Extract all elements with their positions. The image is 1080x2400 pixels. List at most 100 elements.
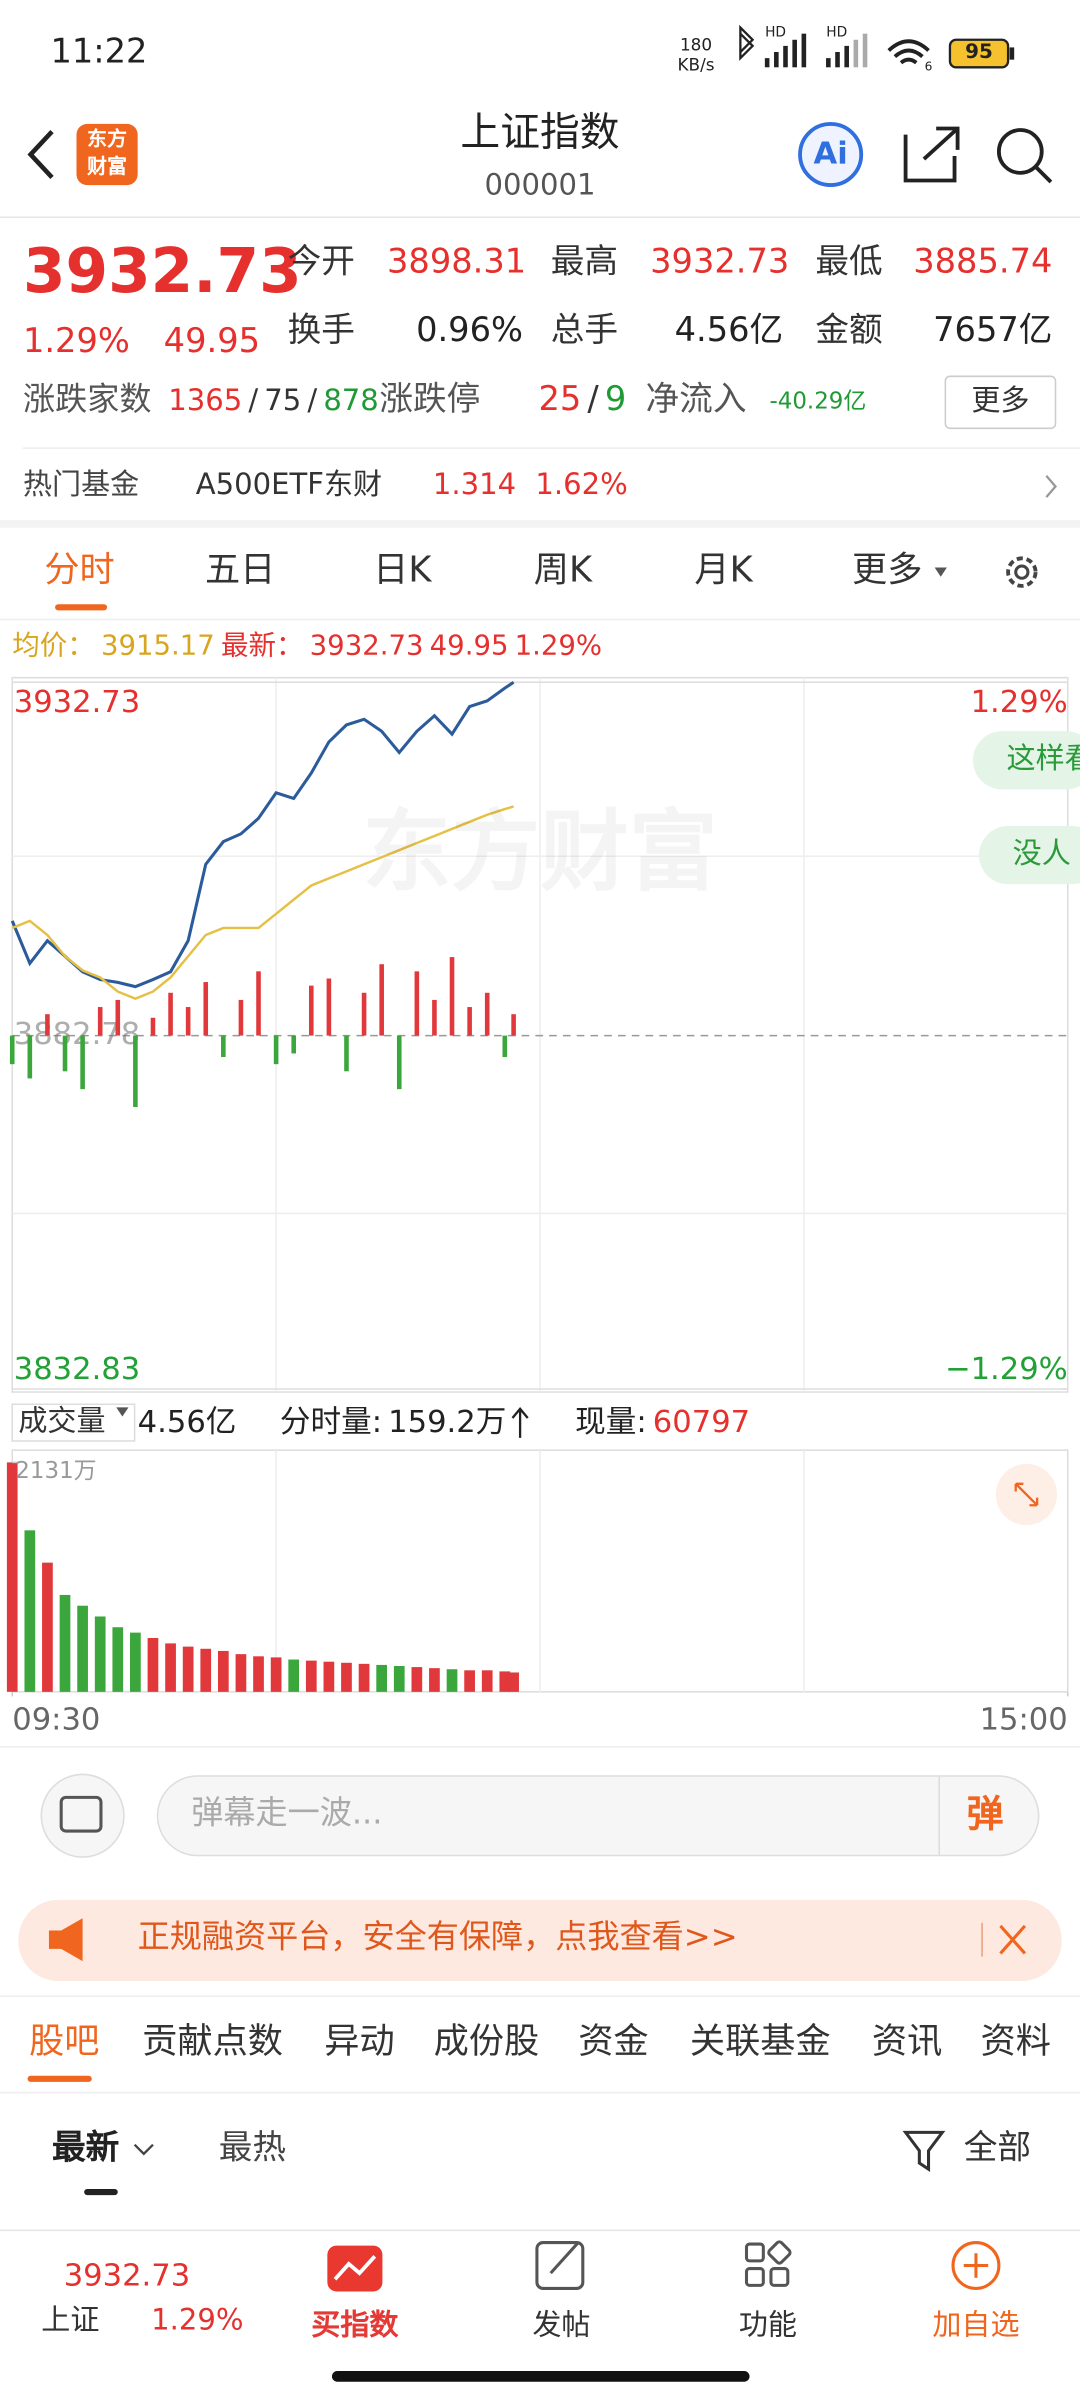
bubble[interactable]	[979, 826, 1080, 885]
hot-fund-name[interactable]: A500ETF东财	[195, 467, 383, 502]
page-title: 上证指数	[460, 109, 620, 156]
section-tab[interactable]: 关联基金	[689, 2022, 831, 2063]
ai-label[interactable]: Ai	[813, 134, 848, 172]
settings-core	[1014, 564, 1030, 580]
hd-label: HD	[826, 26, 848, 42]
section-tab[interactable]: 成份股	[433, 2022, 540, 2063]
more[interactable]: 更多	[971, 383, 1030, 417]
section-tab[interactable]: 资讯	[871, 2022, 943, 2063]
flow-bar	[502, 1035, 508, 1058]
breadth: 1365/75/878	[168, 386, 385, 415]
current-volume-part: 60797	[652, 1402, 751, 1440]
flow-bar	[133, 1035, 138, 1107]
battery	[948, 38, 1010, 69]
chart-tab[interactable]: 周K	[533, 551, 593, 591]
post-icon[interactable]	[535, 2241, 585, 2290]
flow-bar	[238, 999, 244, 1036]
chart-tab[interactable]: 更多	[852, 551, 923, 591]
volume-bar	[200, 1648, 212, 1692]
nav-item[interactable]: 发帖	[532, 2307, 591, 2342]
section-tab[interactable]: 异动	[324, 2022, 395, 2063]
filter-icon[interactable]	[902, 2130, 946, 2172]
section-tab[interactable]: 股吧	[29, 2022, 100, 2063]
volume-selector[interactable]	[11, 1403, 136, 1442]
bubble[interactable]	[972, 731, 1080, 790]
nav-item[interactable]: 加自选	[932, 2307, 1020, 2342]
volume-label[interactable]: 成交量	[18, 1403, 106, 1438]
bubble-text[interactable]: 没人	[1012, 836, 1071, 870]
breadth-part: 75	[264, 383, 302, 417]
volume-total: 4.56亿	[137, 1402, 237, 1440]
danmu-button[interactable]: 弹	[966, 1792, 1004, 1836]
info-line-part: 均价：	[12, 630, 95, 663]
info-line-part: 1.29%	[514, 630, 603, 663]
flow-bar	[150, 1017, 156, 1036]
net-speed: 180	[679, 35, 713, 55]
ai-button[interactable]	[798, 121, 864, 188]
battery-level: 95	[965, 41, 993, 65]
inflow-label: 净流入	[645, 380, 747, 419]
sort-latest[interactable]: 最新	[51, 2129, 120, 2168]
flow-bar	[45, 1014, 50, 1036]
section-tab[interactable]: 资金	[578, 2022, 649, 2063]
flow-bar	[414, 971, 420, 1036]
chart-tab[interactable]: 月K	[694, 551, 753, 591]
x-tick-label: 09:30	[12, 1702, 100, 1737]
volume-bar	[270, 1657, 282, 1692]
y-tick-label: 3932.73	[14, 685, 140, 720]
ad-text[interactable]: 正规融资平台，安全有保障，点我查看>>	[137, 1918, 738, 1956]
field-label: 今开	[287, 243, 355, 282]
flow-bar	[97, 1007, 103, 1036]
bubble-text[interactable]: 这样看	[1006, 741, 1080, 775]
field-value: 3885.74	[913, 243, 1053, 282]
chart-tab[interactable]: 日K	[373, 551, 432, 591]
flow-bar	[168, 992, 173, 1036]
wifi-label: 6	[924, 59, 933, 73]
buy-icon-line	[333, 2255, 377, 2281]
add-icon[interactable]	[951, 2241, 1001, 2290]
close[interactable]	[999, 1924, 1027, 1955]
stock-code: 000001	[484, 167, 596, 202]
volume-bar	[94, 1616, 106, 1692]
price-line	[11, 805, 514, 1000]
volume-bar	[429, 1668, 440, 1692]
settings[interactable]	[1006, 556, 1038, 588]
flow-bar	[9, 1035, 15, 1065]
flow-bar	[511, 1014, 516, 1036]
flow-bar	[432, 999, 437, 1036]
field-value: 3932.73	[650, 243, 790, 282]
chart-tab[interactable]: 分时	[44, 551, 115, 591]
y2-tick-label: −1.29%	[945, 1352, 1068, 1387]
flow-bar	[326, 978, 332, 1036]
hd-label: HD	[765, 26, 787, 42]
breadth-part: 1365	[168, 383, 243, 417]
band	[0, 520, 1080, 528]
search	[996, 128, 1044, 175]
minute-volume-part: 159.2万	[388, 1402, 507, 1440]
chart-tab[interactable]: 五日	[204, 551, 276, 591]
more-button[interactable]	[944, 375, 1057, 430]
danmu-icon	[59, 1795, 103, 1833]
sort-filter[interactable]: 全部	[963, 2129, 1032, 2168]
section-tab[interactable]: 贡献点数	[142, 2022, 283, 2063]
danmu-toggle[interactable]	[40, 1773, 125, 1858]
volume-bar	[411, 1667, 423, 1692]
sort-hot[interactable]: 最热	[218, 2129, 287, 2168]
y2-tick-label: 1.29%	[971, 685, 1068, 720]
nav-item[interactable]: 功能	[738, 2307, 797, 2342]
field-value: 4.56亿	[674, 311, 784, 351]
volume-bar	[59, 1594, 71, 1692]
nav-item[interactable]: 买指数	[311, 2307, 399, 2342]
search-handle	[1034, 165, 1053, 184]
chevron	[1045, 474, 1058, 498]
ad-banner[interactable]	[18, 1899, 1062, 1981]
func-icon[interactable]	[744, 2240, 792, 2287]
volume-bar	[147, 1638, 159, 1692]
current-volume: 现量: 60797	[575, 1406, 756, 1437]
field-value: 0.96%	[416, 311, 523, 351]
comment-placeholder[interactable]: 弹幕走一波...	[191, 1795, 383, 1832]
section-tab[interactable]: 资料	[980, 2022, 1051, 2063]
comment-input[interactable]	[156, 1775, 1040, 1857]
